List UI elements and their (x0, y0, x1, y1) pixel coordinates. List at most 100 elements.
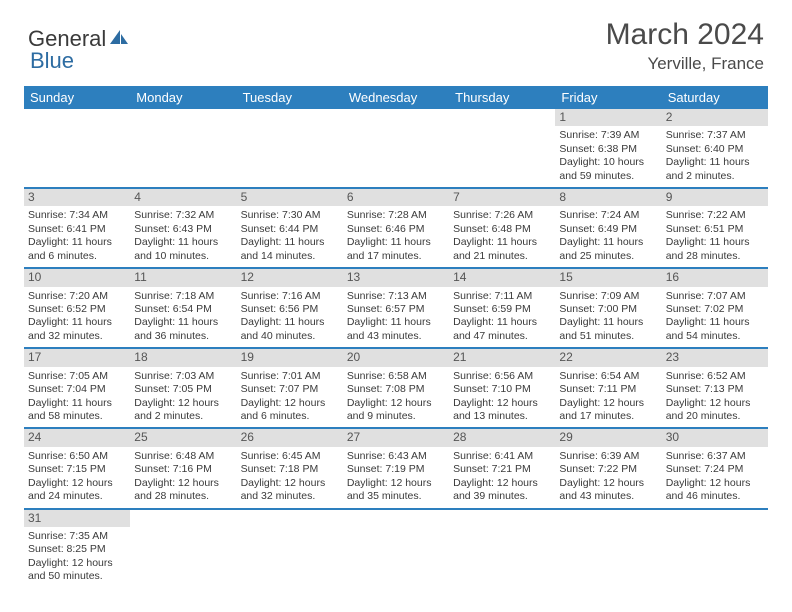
day-sunset: Sunset: 6:54 PM (134, 303, 232, 316)
day-daylight: Daylight: 12 hours and 2 minutes. (134, 397, 232, 424)
day-daylight: Daylight: 12 hours and 35 minutes. (347, 477, 445, 504)
day-sunrise: Sunrise: 6:43 AM (347, 450, 445, 463)
day-daylight: Daylight: 12 hours and 24 minutes. (28, 477, 126, 504)
calendar-day: 22Sunrise: 6:54 AMSunset: 7:11 PMDayligh… (555, 349, 661, 427)
day-number: 2 (662, 109, 768, 126)
day-sunrise: Sunrise: 7:24 AM (559, 209, 657, 222)
day-daylight: Daylight: 12 hours and 9 minutes. (347, 397, 445, 424)
calendar-day: 24Sunrise: 6:50 AMSunset: 7:15 PMDayligh… (24, 429, 130, 507)
day-daylight: Daylight: 12 hours and 43 minutes. (559, 477, 657, 504)
calendar-day: 21Sunrise: 6:56 AMSunset: 7:10 PMDayligh… (449, 349, 555, 427)
day-daylight: Daylight: 12 hours and 46 minutes. (666, 477, 764, 504)
calendar-week: 10Sunrise: 7:20 AMSunset: 6:52 PMDayligh… (24, 269, 768, 349)
day-daylight: Daylight: 12 hours and 39 minutes. (453, 477, 551, 504)
day-number: 30 (662, 429, 768, 446)
day-sunset: Sunset: 6:49 PM (559, 223, 657, 236)
day-daylight: Daylight: 12 hours and 50 minutes. (28, 557, 126, 584)
day-sunset: Sunset: 6:48 PM (453, 223, 551, 236)
day-daylight: Daylight: 10 hours and 59 minutes. (559, 156, 657, 183)
day-number: 26 (237, 429, 343, 446)
day-sunset: Sunset: 7:19 PM (347, 463, 445, 476)
calendar-day: 9Sunrise: 7:22 AMSunset: 6:51 PMDaylight… (662, 189, 768, 267)
day-number: 3 (24, 189, 130, 206)
calendar-day (449, 109, 555, 187)
day-sunset: Sunset: 7:02 PM (666, 303, 764, 316)
day-sunset: Sunset: 6:57 PM (347, 303, 445, 316)
day-daylight: Daylight: 11 hours and 21 minutes. (453, 236, 551, 263)
day-daylight: Daylight: 12 hours and 28 minutes. (134, 477, 232, 504)
day-sunrise: Sunrise: 6:48 AM (134, 450, 232, 463)
calendar-day: 6Sunrise: 7:28 AMSunset: 6:46 PMDaylight… (343, 189, 449, 267)
calendar-day: 17Sunrise: 7:05 AMSunset: 7:04 PMDayligh… (24, 349, 130, 427)
day-sunrise: Sunrise: 7:37 AM (666, 129, 764, 142)
calendar-day: 11 Sunrise: 7:18 AMSunset: 6:54 PMDayligh… (130, 269, 236, 347)
day-number: 28 (449, 429, 555, 446)
day-sunrise: Sunrise: 6:39 AM (559, 450, 657, 463)
day-number: 13 (343, 269, 449, 286)
day-sunrise: Sunrise: 7:11 AM (453, 290, 551, 303)
day-number: 1 (555, 109, 661, 126)
calendar-day: 30Sunrise: 6:37 AMSunset: 7:24 PMDayligh… (662, 429, 768, 507)
day-sunset: Sunset: 6:38 PM (559, 143, 657, 156)
calendar-week: 1 Sunrise: 7:39 AMSunset: 6:38 PMDaylight… (24, 109, 768, 189)
day-daylight: Daylight: 11 hours and 36 minutes. (134, 316, 232, 343)
weekday-header: Monday (130, 86, 236, 109)
weekday-header-row: SundayMondayTuesdayWednesdayThursdayFrid… (24, 86, 768, 109)
day-sunrise: Sunrise: 6:58 AM (347, 370, 445, 383)
day-sunrise: Sunrise: 6:41 AM (453, 450, 551, 463)
calendar-day (24, 109, 130, 187)
day-sunrise: Sunrise: 7:32 AM (134, 209, 232, 222)
day-number: 21 (449, 349, 555, 366)
day-daylight: Daylight: 11 hours and 43 minutes. (347, 316, 445, 343)
day-number: 7 (449, 189, 555, 206)
day-sunset: Sunset: 6:40 PM (666, 143, 764, 156)
day-sunrise: Sunrise: 7:01 AM (241, 370, 339, 383)
day-sunrise: Sunrise: 7:09 AM (559, 290, 657, 303)
day-daylight: Daylight: 11 hours and 6 minutes. (28, 236, 126, 263)
calendar-day: 2Sunrise: 7:37 AMSunset: 6:40 PMDaylight… (662, 109, 768, 187)
day-number: 17 (24, 349, 130, 366)
day-number: 25 (130, 429, 236, 446)
calendar-day: 26Sunrise: 6:45 AMSunset: 7:18 PMDayligh… (237, 429, 343, 507)
day-sunrise: Sunrise: 7:05 AM (28, 370, 126, 383)
day-sunset: Sunset: 7:21 PM (453, 463, 551, 476)
day-number: 24 (24, 429, 130, 446)
sail-icon (108, 26, 130, 52)
day-sunset: Sunset: 6:56 PM (241, 303, 339, 316)
calendar-day: 15Sunrise: 7:09 AMSunset: 7:00 PMDayligh… (555, 269, 661, 347)
day-sunrise: Sunrise: 7:16 AM (241, 290, 339, 303)
day-sunrise: Sunrise: 6:54 AM (559, 370, 657, 383)
day-number: 18 (130, 349, 236, 366)
day-sunset: Sunset: 8:25 PM (28, 543, 126, 556)
day-daylight: Daylight: 11 hours and 58 minutes. (28, 397, 126, 424)
weeks-container: 1Sunrise: 7:39 AMSunset: 6:38 PMDaylight… (24, 109, 768, 588)
day-sunrise: Sunrise: 7:28 AM (347, 209, 445, 222)
day-sunrise: Sunrise: 7:30 AM (241, 209, 339, 222)
day-daylight: Daylight: 11 hours and 54 minutes. (666, 316, 764, 343)
calendar-day (555, 510, 661, 588)
day-sunset: Sunset: 6:51 PM (666, 223, 764, 236)
day-number: 11 (130, 269, 236, 286)
day-daylight: Daylight: 11 hours and 14 minutes. (241, 236, 339, 263)
day-sunset: Sunset: 7:15 PM (28, 463, 126, 476)
weekday-header: Sunday (24, 86, 130, 109)
day-sunset: Sunset: 6:41 PM (28, 223, 126, 236)
day-sunset: Sunset: 6:44 PM (241, 223, 339, 236)
calendar-day: 5Sunrise: 7:30 AMSunset: 6:44 PMDaylight… (237, 189, 343, 267)
day-daylight: Daylight: 11 hours and 10 minutes. (134, 236, 232, 263)
calendar: SundayMondayTuesdayWednesdayThursdayFrid… (24, 86, 768, 588)
page-header: General March 2024 Yerville, France (0, 0, 792, 80)
day-sunset: Sunset: 7:07 PM (241, 383, 339, 396)
day-sunrise: Sunrise: 7:18 AM (134, 290, 232, 303)
day-number: 9 (662, 189, 768, 206)
day-number: 23 (662, 349, 768, 366)
day-sunset: Sunset: 7:22 PM (559, 463, 657, 476)
weekday-header: Thursday (449, 86, 555, 109)
calendar-day: 31Sunrise: 7:35 AMSunset: 8:25 PMDayligh… (24, 510, 130, 588)
calendar-day: 4Sunrise: 7:32 AMSunset: 6:43 PMDaylight… (130, 189, 236, 267)
day-number: 27 (343, 429, 449, 446)
day-daylight: Daylight: 12 hours and 6 minutes. (241, 397, 339, 424)
day-daylight: Daylight: 12 hours and 17 minutes. (559, 397, 657, 424)
day-sunset: Sunset: 7:11 PM (559, 383, 657, 396)
day-sunrise: Sunrise: 7:39 AM (559, 129, 657, 142)
